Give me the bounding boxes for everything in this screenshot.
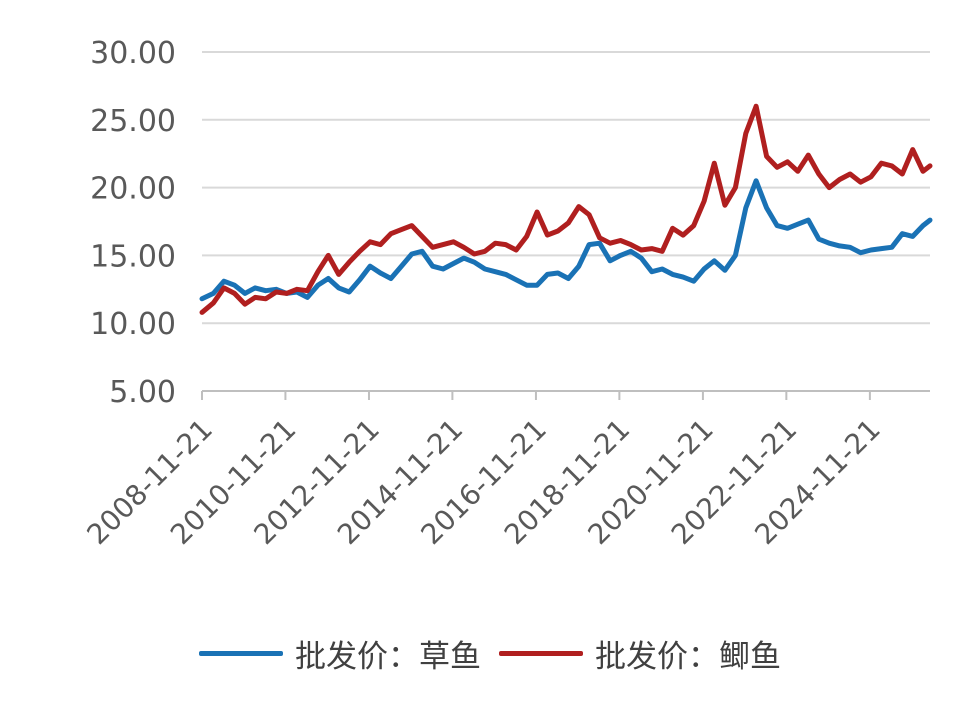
y-tick-label: 10.00: [90, 307, 176, 342]
series-line-crucian-carp: [199, 103, 933, 315]
y-axis-ticks: 5.00 10.00 15.00 20.00 25.00 30.00: [90, 36, 176, 410]
gridlines: [202, 51, 930, 325]
y-tick-label: 30.00: [90, 36, 176, 71]
series-lines: [199, 103, 933, 315]
series-line-grass-carp: [199, 178, 933, 302]
legend-item-grass-carp: 批发价：草鱼: [199, 631, 481, 676]
legend-swatch-grass-carp: [199, 650, 283, 656]
legend: 批发价：草鱼 批发价：鲫鱼: [0, 628, 980, 678]
y-tick-label: 25.00: [90, 104, 176, 139]
legend-label-grass-carp: 批发价：草鱼: [295, 638, 481, 675]
y-tick-label: 5.00: [109, 375, 176, 410]
legend-item-crucian-carp: 批发价：鲫鱼: [499, 631, 781, 676]
y-tick-label: 15.00: [90, 239, 176, 274]
line-chart: 5.00 10.00 15.00 20.00 25.00 30.00 2008-11-21…: [81, 36, 933, 551]
y-tick-label: 20.00: [90, 172, 176, 207]
x-axis: 2008-11-212010-11-212012-11-212014-11-21…: [81, 390, 930, 551]
legend-label-crucian-carp: 批发价：鲫鱼: [595, 638, 781, 675]
legend-swatch-crucian-carp: [499, 650, 583, 656]
